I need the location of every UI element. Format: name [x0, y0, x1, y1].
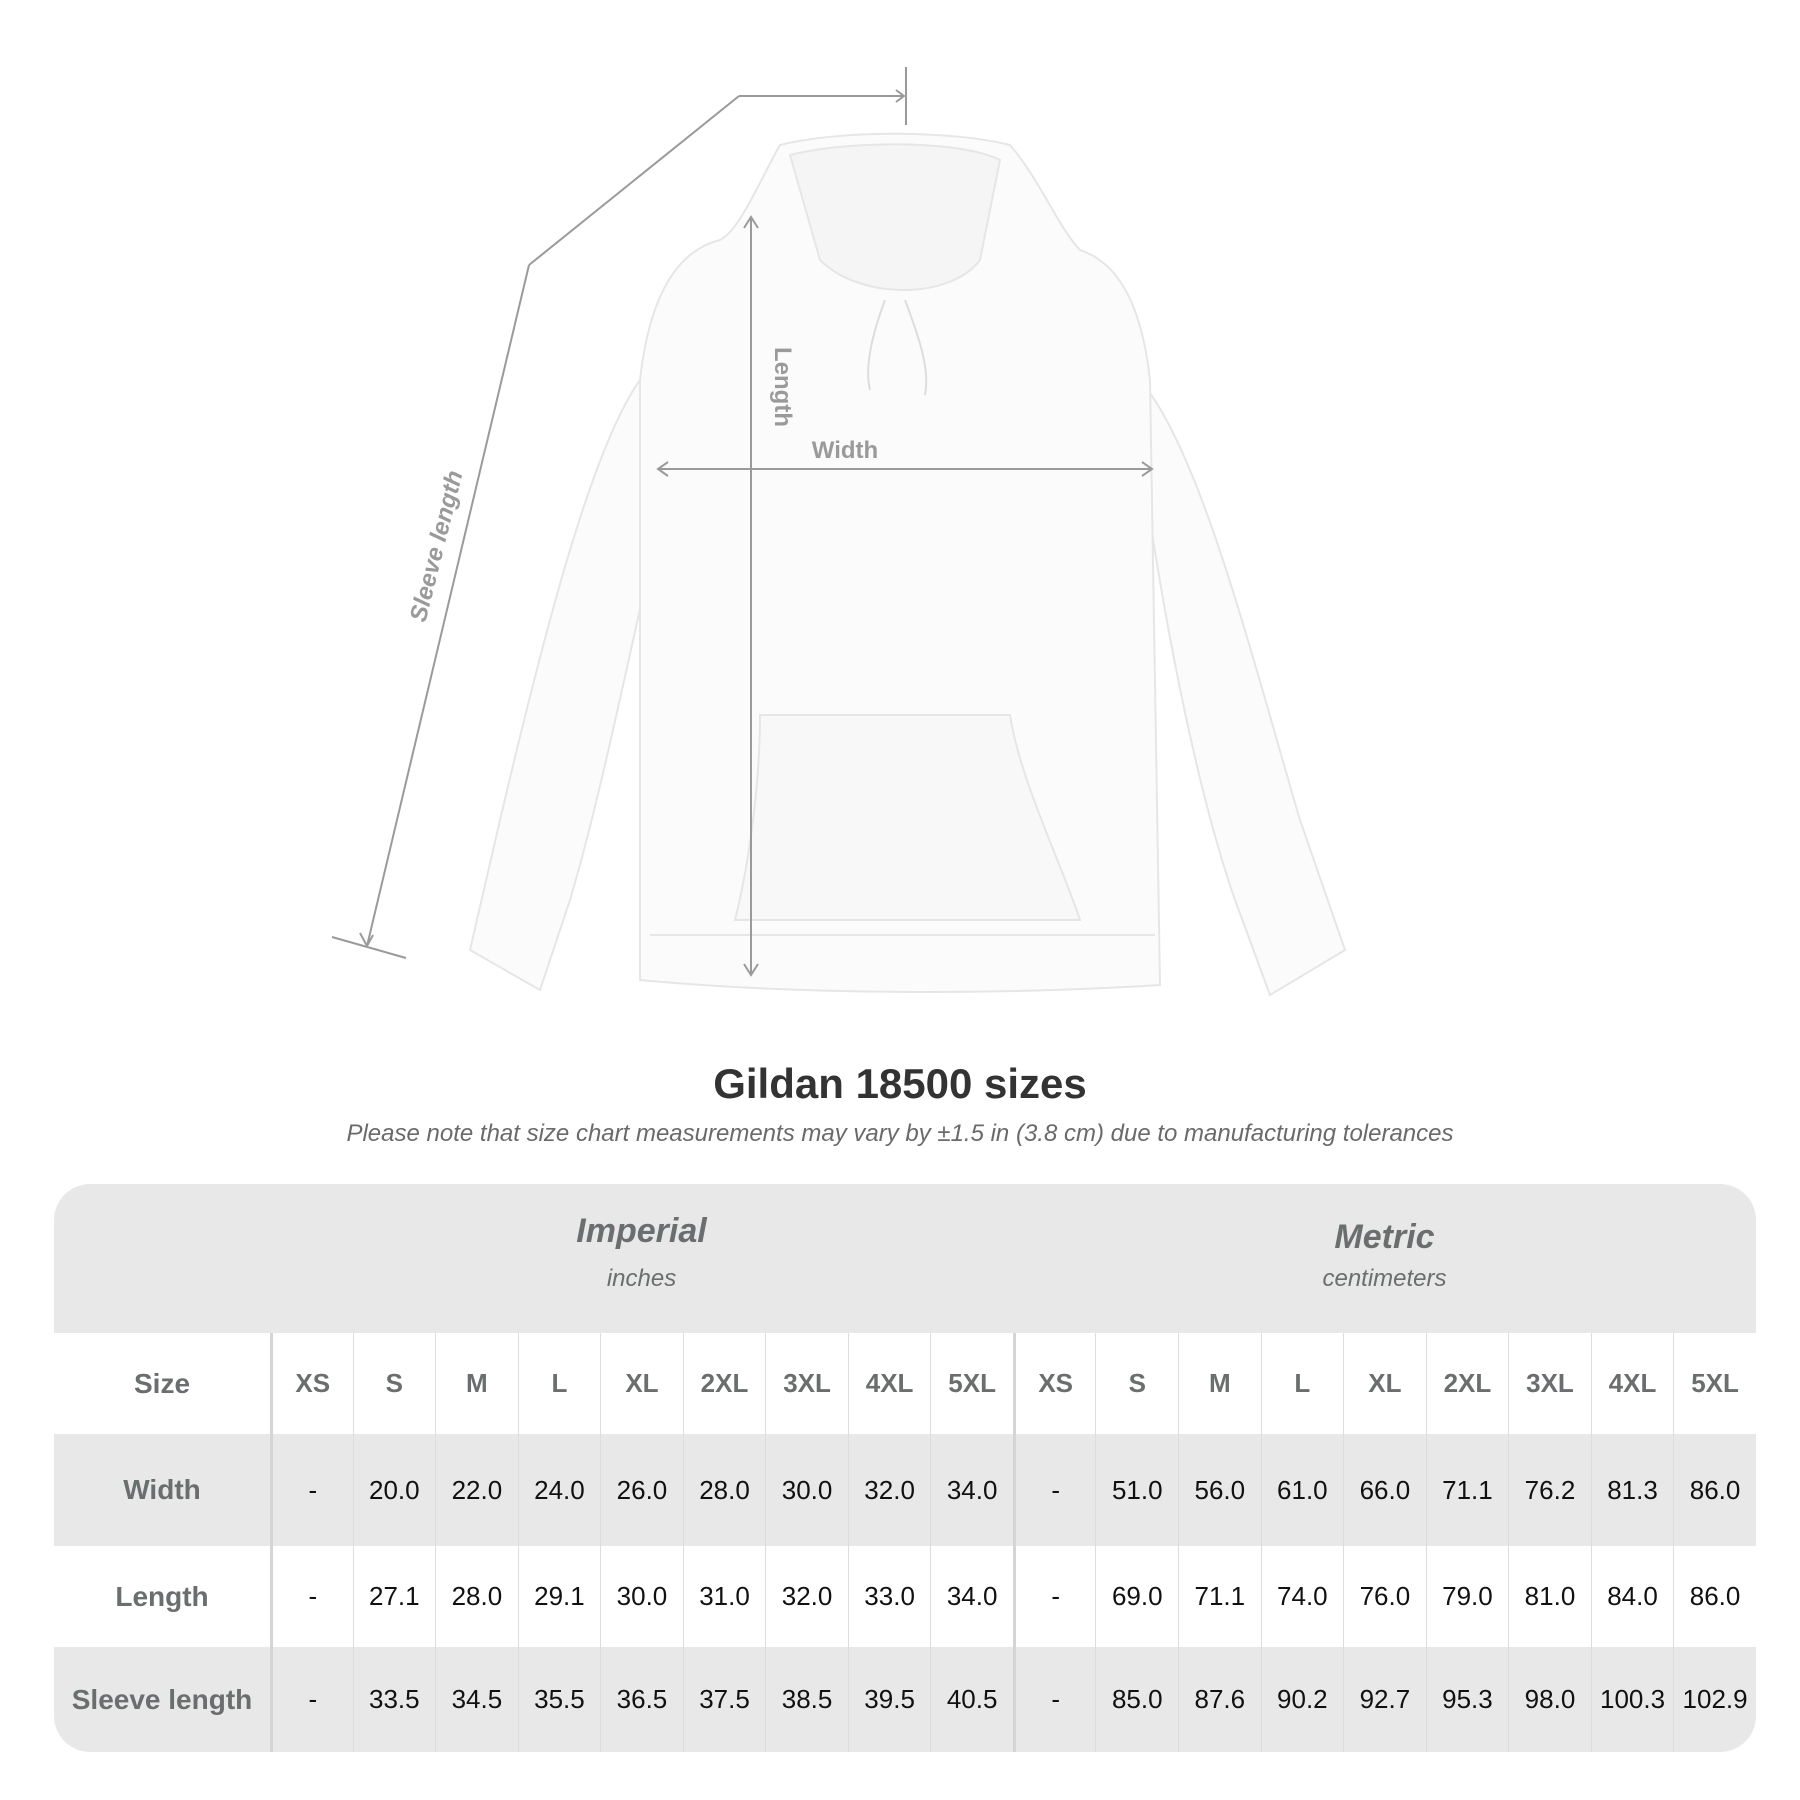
metric-unit: centimeters — [1322, 1265, 1447, 1292]
value-cell: 84.0 — [1590, 1546, 1674, 1647]
size-header-cell: M — [435, 1333, 518, 1434]
value-cell: 24.0 — [517, 1434, 601, 1546]
table-row-width: Width -20.0 22.0 24.0 26.0 28.0 30.0 32.0 34.0-5… — [54, 1434, 1756, 1546]
imperial-title: Imperial — [576, 1212, 707, 1250]
value-cell: 90.2 — [1260, 1647, 1344, 1752]
row-label: Sleeve length — [71, 1683, 253, 1715]
value-cell: - — [270, 1546, 353, 1647]
value-cell: 85.0 — [1095, 1647, 1178, 1752]
value-cell: 81.0 — [1508, 1546, 1591, 1647]
value-cell: 87.6 — [1178, 1647, 1261, 1752]
value-cell: 32.0 — [847, 1434, 931, 1546]
value-cell: 102.9 — [1673, 1647, 1756, 1752]
value-cell: 29.1 — [517, 1546, 601, 1647]
size-header-cell: 5XL — [930, 1333, 1013, 1434]
value-cell: 26.0 — [600, 1434, 683, 1546]
value-cell: 74.0 — [1260, 1546, 1344, 1647]
size-header-cell: 4XL — [1590, 1333, 1674, 1434]
value-cell: 92.7 — [1343, 1647, 1426, 1752]
table-row-length: Length -27.1 28.0 29.1 30.0 31.0 32.0 33.0 34.0-… — [54, 1546, 1756, 1647]
page-title: Gildan 18500 sizes — [713, 1060, 1087, 1107]
value-cell: 86.0 — [1673, 1434, 1756, 1546]
value-cell: 34.0 — [930, 1546, 1013, 1647]
row-label: Size — [133, 1367, 191, 1399]
value-cell: - — [1012, 1647, 1096, 1752]
value-cell: 71.1 — [1425, 1434, 1509, 1546]
value-cell: 20.0 — [352, 1434, 436, 1546]
value-cell: 36.5 — [600, 1647, 683, 1752]
value-cell: - — [270, 1647, 353, 1752]
size-header-cell: M — [1178, 1333, 1261, 1434]
value-cell: 86.0 — [1673, 1546, 1756, 1647]
value-cell: 98.0 — [1508, 1647, 1591, 1752]
metric-title: Metric — [1334, 1218, 1435, 1256]
imperial-unit: inches — [606, 1265, 677, 1292]
value-cell: 76.0 — [1343, 1546, 1426, 1647]
size-header-cell: 2XL — [1425, 1333, 1509, 1434]
value-cell: 66.0 — [1343, 1434, 1426, 1546]
value-cell: 81.3 — [1590, 1434, 1674, 1546]
imperial-header: Imperial inches — [270, 1212, 1013, 1293]
size-header-cell: XS — [1012, 1333, 1096, 1434]
value-cell: 22.0 — [435, 1434, 518, 1546]
size-header-cell: 3XL — [765, 1333, 848, 1434]
size-header-cell: 4XL — [847, 1333, 931, 1434]
size-header-cell: S — [352, 1333, 436, 1434]
width-label: Width — [812, 437, 878, 464]
value-cell: - — [1012, 1546, 1096, 1647]
value-cell: 34.0 — [930, 1434, 1013, 1546]
hoodie-image — [468, 132, 1347, 997]
size-header-cell: S — [1095, 1333, 1178, 1434]
size-header-cell: L — [517, 1333, 601, 1434]
size-header-cell: XL — [1343, 1333, 1426, 1434]
value-cell: - — [270, 1434, 353, 1546]
size-header-cell: L — [1260, 1333, 1344, 1434]
value-cell: 79.0 — [1425, 1546, 1509, 1647]
size-header-cell: 2XL — [682, 1333, 766, 1434]
value-cell: 51.0 — [1095, 1434, 1178, 1546]
metric-header: Metric centimeters — [1013, 1218, 1756, 1293]
measurement-lines — [331, 67, 1154, 977]
value-cell: 61.0 — [1260, 1434, 1344, 1546]
value-cell: 30.0 — [765, 1434, 848, 1546]
value-cell: 31.0 — [682, 1546, 766, 1647]
value-cell: 33.0 — [847, 1546, 931, 1647]
value-cell: 32.0 — [765, 1546, 848, 1647]
value-cell: 37.5 — [682, 1647, 766, 1752]
value-cell: 69.0 — [1095, 1546, 1178, 1647]
value-cell: 38.5 — [765, 1647, 848, 1752]
value-cell: 40.5 — [930, 1647, 1013, 1752]
value-cell: 34.5 — [435, 1647, 518, 1752]
value-cell: 71.1 — [1178, 1546, 1261, 1647]
value-cell: 56.0 — [1178, 1434, 1261, 1546]
size-row: Size XS S M L XL 2XL 3XL 4XL 5XL XS S M L XL 2XL 3XL 4XL 5… — [54, 1333, 1756, 1434]
sleeve-length-label: Sleeve length — [405, 468, 469, 625]
value-cell: 28.0 — [682, 1434, 766, 1546]
size-header-cell: 3XL — [1508, 1333, 1591, 1434]
size-table: Imperial inches Metric centimeters Size X… — [54, 1184, 1756, 1752]
row-label: Length — [115, 1580, 209, 1612]
row-label: Width — [123, 1474, 201, 1505]
value-cell: 33.5 — [352, 1647, 436, 1752]
size-header-cell: 5XL — [1673, 1333, 1756, 1434]
value-cell: 100.3 — [1590, 1647, 1674, 1752]
value-cell: 28.0 — [435, 1546, 518, 1647]
length-label: Length — [769, 347, 796, 427]
size-header-cell: XS — [270, 1333, 353, 1434]
size-header-cell: XL — [600, 1333, 683, 1434]
value-cell: 76.2 — [1508, 1434, 1591, 1546]
table-row-sleeve-length: Sleeve length -33.5 34.5 35.5 36.5 37.5 38.5 39… — [54, 1647, 1756, 1752]
value-cell: 35.5 — [517, 1647, 601, 1752]
value-cell: 39.5 — [847, 1647, 931, 1752]
unit-header: Imperial inches Metric centimeters — [54, 1184, 1756, 1333]
value-cell: 27.1 — [352, 1546, 436, 1647]
hoodie-diagram: Length Width Sleeve length — [331, 67, 1347, 997]
tolerance-note: Please note that size chart measurements… — [346, 1120, 1454, 1147]
value-cell: 95.3 — [1425, 1647, 1509, 1752]
value-cell: 30.0 — [600, 1546, 683, 1647]
value-cell: - — [1012, 1434, 1096, 1546]
